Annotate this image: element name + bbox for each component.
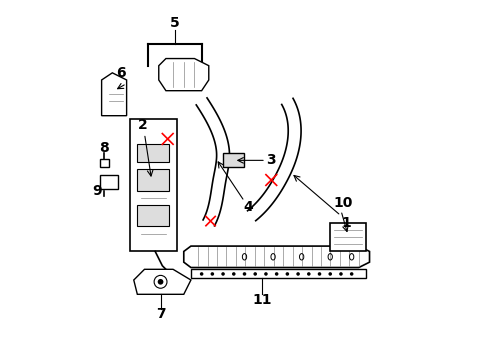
Circle shape xyxy=(221,272,224,276)
Circle shape xyxy=(349,272,353,276)
Circle shape xyxy=(339,272,342,276)
Bar xyxy=(223,153,244,167)
Circle shape xyxy=(285,272,288,276)
Text: 7: 7 xyxy=(155,307,165,321)
Circle shape xyxy=(231,272,235,276)
Polygon shape xyxy=(196,98,229,226)
Text: 9: 9 xyxy=(92,184,102,198)
Circle shape xyxy=(328,272,331,276)
Text: 2: 2 xyxy=(138,118,147,132)
Text: 4: 4 xyxy=(243,200,252,214)
Circle shape xyxy=(200,272,203,276)
Bar xyxy=(137,205,169,226)
Polygon shape xyxy=(102,73,126,116)
Polygon shape xyxy=(130,119,176,251)
Circle shape xyxy=(274,272,278,276)
Polygon shape xyxy=(159,59,208,91)
Polygon shape xyxy=(134,269,190,294)
Text: 10: 10 xyxy=(332,196,352,210)
Polygon shape xyxy=(183,246,369,267)
Text: 3: 3 xyxy=(266,153,276,167)
Text: 8: 8 xyxy=(100,141,109,155)
Bar xyxy=(190,269,365,278)
Text: 1: 1 xyxy=(341,216,350,230)
Polygon shape xyxy=(247,98,301,221)
Bar xyxy=(100,158,108,167)
Circle shape xyxy=(306,272,310,276)
Bar xyxy=(137,144,169,162)
Circle shape xyxy=(296,272,299,276)
Circle shape xyxy=(157,279,163,285)
Text: 11: 11 xyxy=(252,293,271,307)
Bar xyxy=(137,169,169,191)
Circle shape xyxy=(253,272,257,276)
Text: 6: 6 xyxy=(116,66,126,80)
Bar xyxy=(100,175,118,189)
Circle shape xyxy=(210,272,214,276)
Bar xyxy=(329,223,365,251)
Circle shape xyxy=(264,272,267,276)
Text: 5: 5 xyxy=(170,16,180,30)
Circle shape xyxy=(242,272,246,276)
Circle shape xyxy=(317,272,321,276)
